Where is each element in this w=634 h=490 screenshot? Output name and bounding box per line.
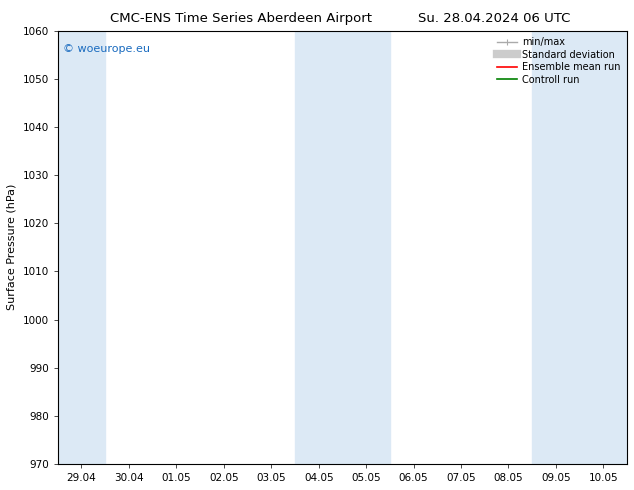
Legend: min/max, Standard deviation, Ensemble mean run, Controll run: min/max, Standard deviation, Ensemble me… [496,35,622,87]
Bar [295,30,390,464]
Text: CMC-ENS Time Series Aberdeen Airport: CMC-ENS Time Series Aberdeen Airport [110,12,372,25]
Text: Su. 28.04.2024 06 UTC: Su. 28.04.2024 06 UTC [418,12,571,25]
Text: © woeurope.eu: © woeurope.eu [63,44,150,53]
Bar [532,30,627,464]
Y-axis label: Surface Pressure (hPa): Surface Pressure (hPa) [7,184,17,311]
Bar [58,30,105,464]
